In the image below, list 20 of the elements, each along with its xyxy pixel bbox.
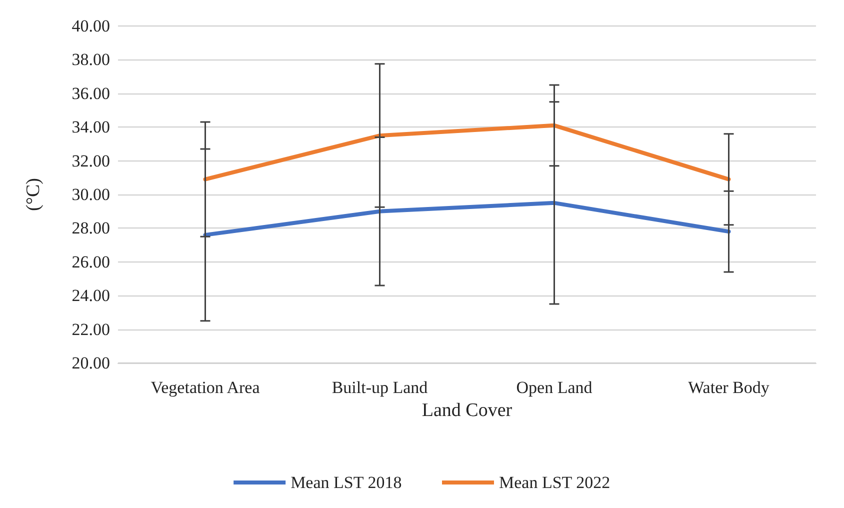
x-tick-label: Water Body [688, 378, 770, 397]
legend-label: Mean LST 2018 [290, 473, 402, 492]
y-tick-label: 40.00 [72, 16, 110, 36]
y-tick-label: 34.00 [72, 118, 110, 137]
y-tick-label: 36.00 [72, 84, 110, 103]
x-tick-label: Built-up Land [332, 378, 428, 397]
y-tick-label: 26.00 [72, 252, 110, 272]
y-tick-label: 28.00 [72, 218, 110, 238]
legend-label: Mean LST 2022 [499, 473, 610, 492]
y-tick-label: 38.00 [72, 50, 110, 70]
line-series [203, 200, 731, 237]
x-tick-label: Vegetation Area [150, 378, 260, 397]
y-tick-label: 24.00 [72, 286, 110, 306]
y-tick-label: 20.00 [72, 354, 110, 372]
y-tick-label: 32.00 [72, 151, 110, 170]
y-axis-title: (°C) [23, 178, 44, 211]
x-tick-label: Open Land [516, 378, 593, 397]
y-tick-label: 30.00 [72, 185, 110, 204]
x-axis-title: Land Cover [422, 400, 513, 421]
y-tick-label: 22.00 [72, 320, 110, 339]
